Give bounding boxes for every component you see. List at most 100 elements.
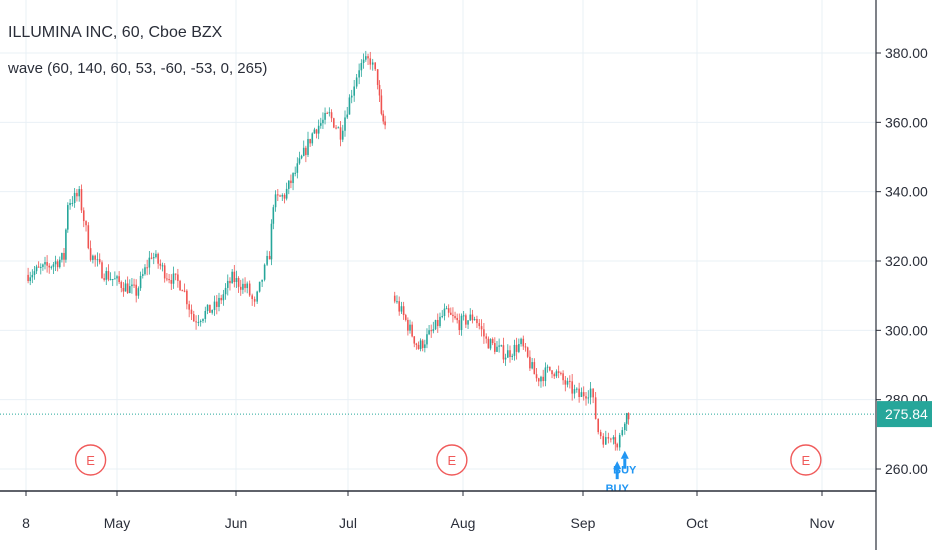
candle-body xyxy=(374,62,377,70)
candle-body xyxy=(78,189,80,197)
candle-body xyxy=(211,310,213,313)
candle-body xyxy=(621,430,624,436)
candle-body xyxy=(542,376,544,382)
candle-body xyxy=(218,297,220,307)
candle-body xyxy=(498,345,500,347)
candle-body xyxy=(537,378,540,382)
candle-body xyxy=(616,443,618,448)
x-tick-label[interactable]: Nov xyxy=(810,515,835,531)
candle-body xyxy=(419,340,422,350)
candle-body xyxy=(179,280,181,291)
x-tick-label[interactable]: Aug xyxy=(451,515,476,531)
candle-body xyxy=(63,253,65,260)
candle-body xyxy=(233,271,236,282)
candle-body xyxy=(188,304,190,310)
candle-body xyxy=(313,129,316,134)
candle-body xyxy=(85,221,87,226)
earnings-marker[interactable] xyxy=(436,444,468,476)
candle-body xyxy=(46,262,48,266)
candle-body xyxy=(460,315,463,331)
x-tick-label[interactable]: Oct xyxy=(686,515,708,531)
candle-body xyxy=(417,344,420,350)
candle-body xyxy=(111,278,114,280)
symbol-title[interactable]: ILLUMINA INC, 60, Cboe BZX xyxy=(8,24,223,41)
candle-body xyxy=(122,287,125,292)
candle-body xyxy=(562,373,564,381)
y-tick-label[interactable]: 320.00 xyxy=(885,253,928,269)
candle-body xyxy=(220,297,222,301)
x-tick-label[interactable]: Jul xyxy=(339,515,357,531)
candle-body xyxy=(135,284,137,296)
candle-body xyxy=(292,173,294,184)
candle-body xyxy=(439,316,441,327)
candle-body xyxy=(159,263,162,266)
candle-body xyxy=(476,318,478,324)
candle-body xyxy=(587,397,590,399)
candle-body xyxy=(224,287,227,295)
candle-body xyxy=(272,207,275,224)
candle-body xyxy=(335,127,337,129)
candle-body xyxy=(82,210,85,222)
candle-body xyxy=(478,323,481,327)
candle-body xyxy=(445,308,448,310)
candle-body xyxy=(146,267,148,269)
candle-body xyxy=(360,63,363,71)
candle-body xyxy=(362,59,365,64)
candle-body xyxy=(166,278,168,280)
current-price-badge[interactable] xyxy=(877,401,932,428)
candle-body xyxy=(513,344,516,356)
current-price-label: 275.84 xyxy=(885,406,928,422)
earnings-marker[interactable] xyxy=(74,444,107,476)
candle-body xyxy=(515,344,518,352)
candle-body xyxy=(365,56,367,60)
candle-body xyxy=(402,306,405,316)
candle-body xyxy=(443,308,446,316)
y-tick-label[interactable]: 260.00 xyxy=(885,461,928,477)
candle-body xyxy=(518,344,520,352)
x-tick-label[interactable]: Jun xyxy=(225,515,248,531)
candle-body xyxy=(576,388,578,390)
earnings-marker[interactable] xyxy=(790,444,822,476)
y-tick-label[interactable]: 340.00 xyxy=(885,184,928,200)
candle-body xyxy=(491,339,494,344)
candle-body xyxy=(281,194,284,197)
candle-body xyxy=(452,314,454,317)
candle-body xyxy=(150,257,153,259)
buy-arrow-stem xyxy=(615,469,619,480)
candle-body xyxy=(441,315,444,317)
candles xyxy=(27,50,630,451)
candle-body xyxy=(424,344,426,348)
candle-body xyxy=(139,275,142,289)
x-tick-label[interactable]: May xyxy=(104,515,130,531)
y-tick-label[interactable]: 380.00 xyxy=(885,45,928,61)
candle-body xyxy=(458,320,461,331)
candle-body xyxy=(592,388,594,398)
candle-body xyxy=(242,283,244,290)
y-tick-label[interactable]: 360.00 xyxy=(885,114,928,130)
candle-body xyxy=(500,345,503,347)
candle-body xyxy=(39,266,42,268)
candle-body xyxy=(526,347,529,357)
candle-body xyxy=(177,274,179,281)
candle-body xyxy=(573,389,576,394)
indicator-legend[interactable]: wave (60, 140, 60, 53, -60, -53, 0, 265) xyxy=(8,60,268,77)
candle-body xyxy=(114,278,116,280)
candle-body xyxy=(76,192,78,197)
candle-body xyxy=(571,381,573,394)
earnings-label: E xyxy=(448,453,457,468)
candle-body xyxy=(309,138,311,144)
y-tick-label[interactable]: 300.00 xyxy=(885,322,928,338)
x-tick-label[interactable]: 8 xyxy=(22,515,30,531)
candle-body xyxy=(557,371,560,373)
candle-body xyxy=(393,295,396,302)
candle-body xyxy=(607,437,610,439)
candle-body xyxy=(105,271,108,280)
candle-body xyxy=(42,264,44,267)
price-axis-bg xyxy=(876,0,932,550)
candle-body xyxy=(421,340,424,348)
candle-body xyxy=(94,255,96,260)
x-tick-label[interactable]: Sep xyxy=(571,515,596,531)
